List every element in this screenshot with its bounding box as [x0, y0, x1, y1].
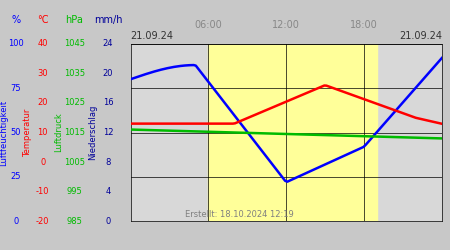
Text: 1035: 1035	[64, 69, 85, 78]
Text: 50: 50	[10, 128, 21, 137]
Text: Luftdruck: Luftdruck	[54, 112, 63, 152]
Text: 40: 40	[37, 39, 48, 48]
Text: 8: 8	[105, 158, 111, 166]
Text: hPa: hPa	[65, 15, 83, 25]
Text: -10: -10	[36, 187, 50, 196]
Text: 995: 995	[67, 187, 82, 196]
Text: °C: °C	[37, 15, 49, 25]
Text: %: %	[11, 15, 20, 25]
Text: Luftfeuchtigkeit: Luftfeuchtigkeit	[0, 100, 8, 166]
Text: 25: 25	[10, 172, 21, 182]
Text: 0: 0	[13, 217, 18, 226]
Text: 16: 16	[103, 98, 113, 108]
Text: Erstellt: 18.10.2024 12:19: Erstellt: 18.10.2024 12:19	[185, 210, 294, 219]
Text: 12:00: 12:00	[272, 20, 300, 30]
Text: 21.09.24: 21.09.24	[130, 31, 174, 41]
Text: 75: 75	[10, 84, 21, 92]
Text: Niederschlag: Niederschlag	[88, 105, 97, 160]
Text: 21.09.24: 21.09.24	[399, 31, 442, 41]
Text: 1015: 1015	[64, 128, 85, 137]
Text: 0: 0	[40, 158, 45, 166]
Text: 1045: 1045	[64, 39, 85, 48]
Text: 10: 10	[37, 128, 48, 137]
Text: 20: 20	[37, 98, 48, 108]
Text: 20: 20	[103, 69, 113, 78]
Text: 30: 30	[37, 69, 48, 78]
Text: 0: 0	[105, 217, 111, 226]
Text: 1005: 1005	[64, 158, 85, 166]
Text: 24: 24	[103, 39, 113, 48]
Text: 100: 100	[8, 39, 23, 48]
Text: mm/h: mm/h	[94, 15, 122, 25]
Text: 985: 985	[66, 217, 82, 226]
Text: 12: 12	[103, 128, 113, 137]
Text: 4: 4	[105, 187, 111, 196]
Text: 18:00: 18:00	[350, 20, 378, 30]
Bar	[208, 44, 377, 221]
Text: Temperatur: Temperatur	[23, 108, 32, 157]
Text: -20: -20	[36, 217, 50, 226]
Text: 1025: 1025	[64, 98, 85, 108]
Text: 06:00: 06:00	[194, 20, 222, 30]
